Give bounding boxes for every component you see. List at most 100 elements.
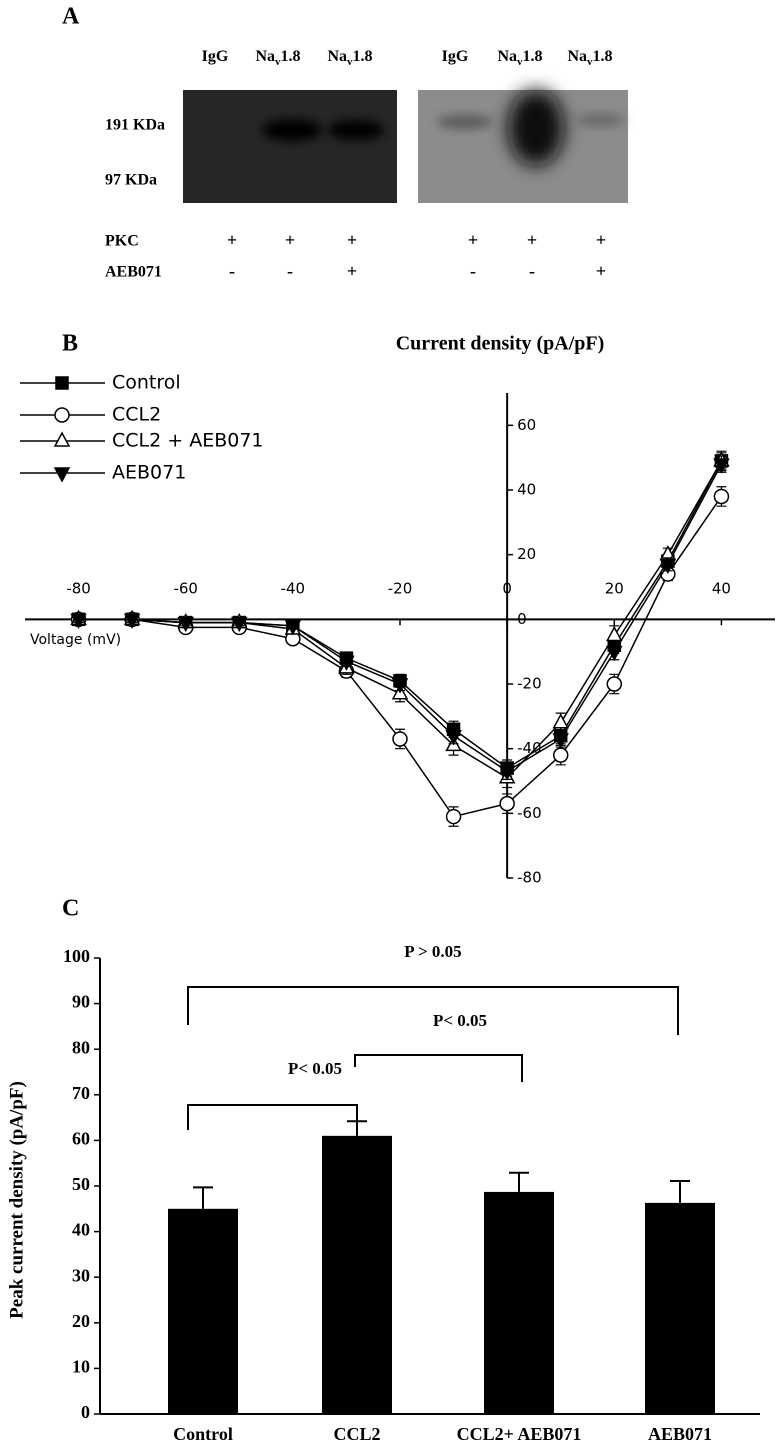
x-tick-label: -80	[66, 580, 91, 598]
y-tick-label: 100	[63, 946, 90, 966]
lane-label-part: v	[347, 56, 353, 68]
x-tick-label: -20	[388, 580, 413, 598]
series-line	[78, 463, 723, 773]
lane-label-part: IgG	[442, 48, 469, 65]
marker	[445, 808, 462, 825]
size-marker: 191 KDa	[105, 117, 165, 134]
significance-bracket	[187, 1104, 358, 1130]
significance-bracket	[187, 986, 679, 1035]
lane-label: Nav1.8	[327, 48, 372, 68]
row-sign: +	[468, 230, 478, 250]
lane-label-part: Na	[255, 48, 275, 65]
marker	[391, 678, 409, 694]
row-sign: +	[527, 230, 537, 250]
marker	[53, 467, 71, 483]
marker	[392, 731, 408, 747]
y-tick-label: -60	[517, 804, 542, 822]
x-tick-label: -40	[281, 580, 306, 598]
marker	[53, 431, 71, 447]
error-bar	[509, 1171, 529, 1192]
error-bar	[670, 1179, 690, 1203]
row-sign: +	[227, 230, 237, 250]
bar	[322, 1135, 392, 1414]
y-tick-label: 90	[72, 992, 90, 1012]
y-tick-label: -40	[517, 739, 542, 757]
row-sign: -	[529, 261, 535, 281]
x-tick-label: -60	[173, 580, 198, 598]
annotation: P > 0.05	[404, 942, 461, 961]
y-tick-label: 50	[72, 1174, 90, 1194]
marker	[123, 613, 141, 629]
lane-label-part: 1.8	[593, 48, 613, 65]
blot-right	[418, 90, 628, 203]
x-tick-label: 20	[605, 580, 624, 598]
marker	[606, 645, 623, 662]
y-tick-label: 80	[72, 1037, 90, 1057]
lane-label-part: v	[587, 56, 593, 68]
row-sign: -	[287, 261, 293, 281]
marker	[713, 488, 730, 505]
chart-title: Current density (pA/pF)	[396, 333, 605, 355]
panel-label: C	[62, 896, 79, 922]
marker	[177, 616, 194, 633]
blot-left	[183, 90, 397, 203]
marker	[606, 625, 623, 642]
marker	[499, 795, 515, 812]
y-tick-label: 0	[81, 1402, 90, 1422]
lane-label-part: 1.8	[353, 48, 373, 65]
marker	[231, 616, 248, 633]
marker	[713, 458, 730, 474]
row-sign: +	[347, 230, 357, 250]
size-marker: 97 KDa	[105, 172, 157, 189]
x-tick-label: AEB071	[648, 1424, 712, 1444]
marker	[338, 655, 355, 671]
row-sign: +	[596, 261, 606, 281]
marker	[552, 733, 569, 749]
marker	[55, 376, 69, 390]
annotation: P< 0.05	[433, 1011, 487, 1030]
bar	[484, 1191, 554, 1414]
lane-label-part: Na	[327, 48, 347, 65]
lane-label-part: Na	[497, 48, 517, 65]
marker	[606, 676, 623, 692]
lane-label-part: v	[517, 56, 523, 68]
error-bar	[193, 1186, 213, 1209]
x-tick-label: CCL2	[333, 1424, 380, 1444]
y-tick-label: 60	[517, 416, 536, 434]
marker	[445, 729, 462, 746]
bar	[645, 1202, 715, 1414]
lane-label: Nav1.8	[255, 48, 300, 68]
legend-label: CCL2 + AEB071	[112, 430, 264, 452]
row-sign: -	[229, 261, 235, 281]
lane-label: Nav1.8	[497, 48, 542, 68]
marker	[552, 747, 569, 763]
lane-label-part: Na	[567, 48, 587, 65]
y-tick-label: 40	[517, 481, 536, 499]
marker	[284, 620, 302, 636]
y-axis-label: Peak current density (pA/pF)	[6, 1081, 27, 1319]
lane-label-part: 1.8	[281, 48, 301, 65]
x-tick-label: 40	[712, 580, 731, 598]
lane-label: IgG	[202, 48, 229, 65]
panel-label: A	[62, 4, 80, 30]
lane-label: IgG	[442, 48, 469, 65]
marker	[54, 407, 70, 423]
row-label: AEB071	[105, 264, 162, 281]
y-tick-label: 30	[72, 1265, 90, 1285]
marker	[659, 558, 677, 574]
panel-label: B	[62, 331, 78, 357]
y-tick-label: 20	[517, 545, 536, 563]
lane-label-part: 1.8	[523, 48, 543, 65]
y-tick-label: 0	[517, 610, 527, 628]
legend-label: Control	[112, 372, 181, 394]
y-tick-label: 70	[72, 1083, 90, 1103]
row-label: PKC	[105, 233, 139, 250]
y-tick-label: 10	[72, 1357, 90, 1377]
marker	[552, 713, 569, 729]
row-sign: +	[596, 230, 606, 250]
series-line	[78, 460, 723, 769]
legend-label: CCL2	[112, 404, 161, 426]
y-tick-label: 40	[72, 1220, 90, 1240]
x-tick-label: CCL2+ AEB071	[457, 1424, 582, 1444]
